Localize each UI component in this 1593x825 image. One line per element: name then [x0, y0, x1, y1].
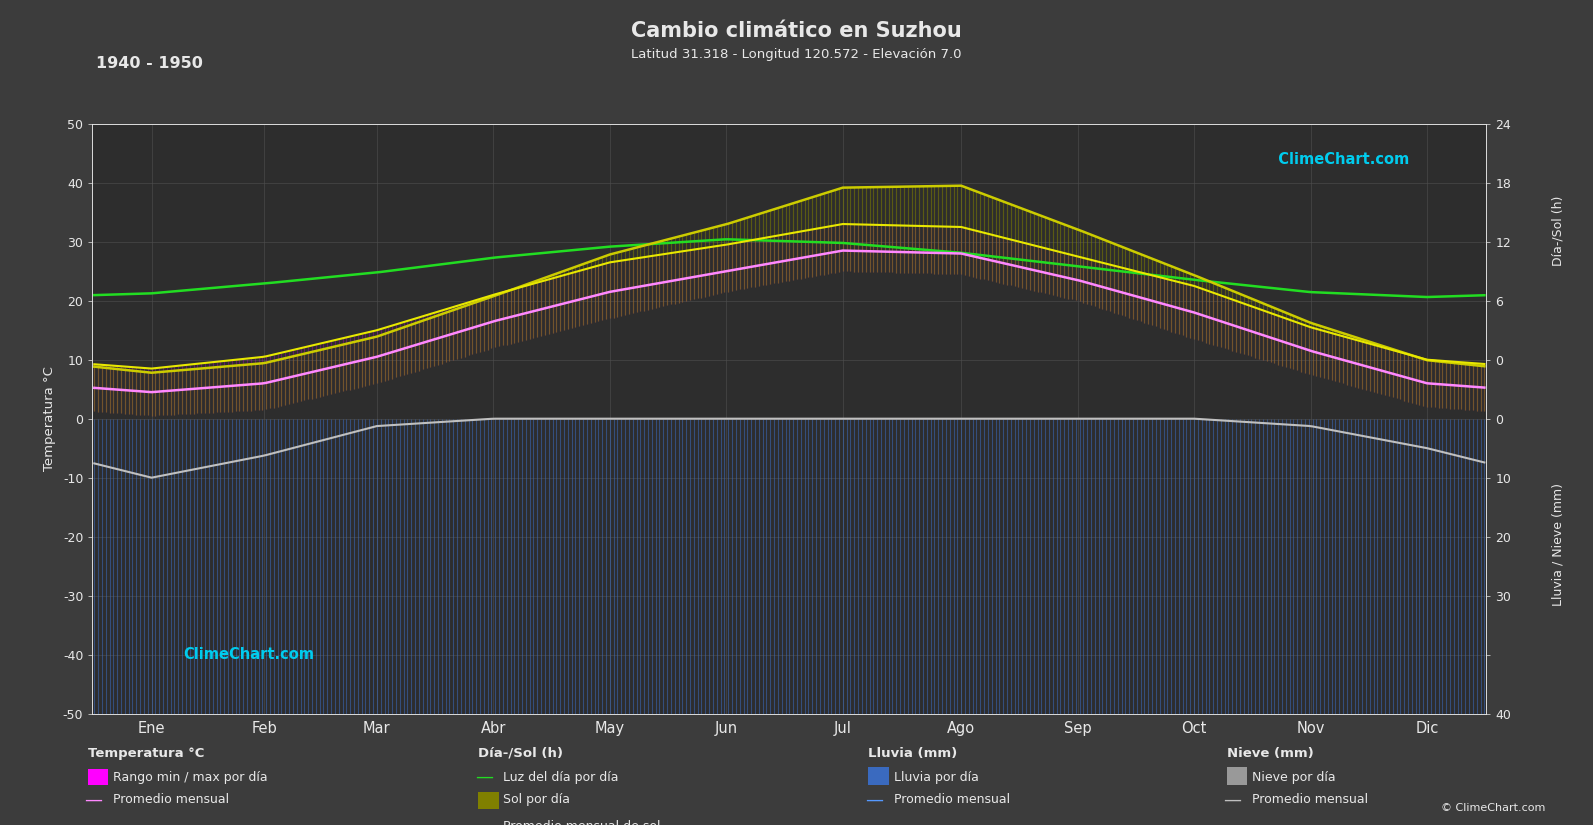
- Text: —: —: [1223, 790, 1241, 808]
- Text: Nieve (mm): Nieve (mm): [1227, 747, 1313, 760]
- Text: —: —: [475, 818, 492, 825]
- Text: Promedio mensual: Promedio mensual: [113, 793, 229, 806]
- Text: Sol por día: Sol por día: [503, 793, 570, 806]
- Text: Promedio mensual: Promedio mensual: [894, 793, 1010, 806]
- Text: —: —: [84, 790, 102, 808]
- Text: Nieve por día: Nieve por día: [1252, 771, 1335, 784]
- Text: Día-/Sol (h): Día-/Sol (h): [1552, 196, 1564, 266]
- Text: Lluvia / Nieve (mm): Lluvia / Nieve (mm): [1552, 483, 1564, 606]
- Text: Día-/Sol (h): Día-/Sol (h): [478, 747, 562, 760]
- Text: —: —: [865, 790, 883, 808]
- Text: Promedio mensual de sol: Promedio mensual de sol: [503, 820, 661, 825]
- Text: Latitud 31.318 - Longitud 120.572 - Elevación 7.0: Latitud 31.318 - Longitud 120.572 - Elev…: [631, 48, 962, 61]
- Text: Lluvia (mm): Lluvia (mm): [868, 747, 957, 760]
- Y-axis label: Temperatura °C: Temperatura °C: [43, 366, 56, 471]
- Text: —: —: [475, 768, 492, 786]
- Text: Rango min / max por día: Rango min / max por día: [113, 771, 268, 784]
- Text: Temperatura °C: Temperatura °C: [88, 747, 204, 760]
- Text: Cambio climático en Suzhou: Cambio climático en Suzhou: [631, 21, 962, 40]
- Text: ClimeChart.com: ClimeChart.com: [183, 647, 314, 662]
- Text: Luz del día por día: Luz del día por día: [503, 771, 620, 784]
- Text: Lluvia por día: Lluvia por día: [894, 771, 978, 784]
- Text: 1940 - 1950: 1940 - 1950: [96, 56, 202, 71]
- Text: © ClimeChart.com: © ClimeChart.com: [1440, 803, 1545, 813]
- Text: Promedio mensual: Promedio mensual: [1252, 793, 1368, 806]
- Text: ClimeChart.com: ClimeChart.com: [1268, 152, 1410, 167]
